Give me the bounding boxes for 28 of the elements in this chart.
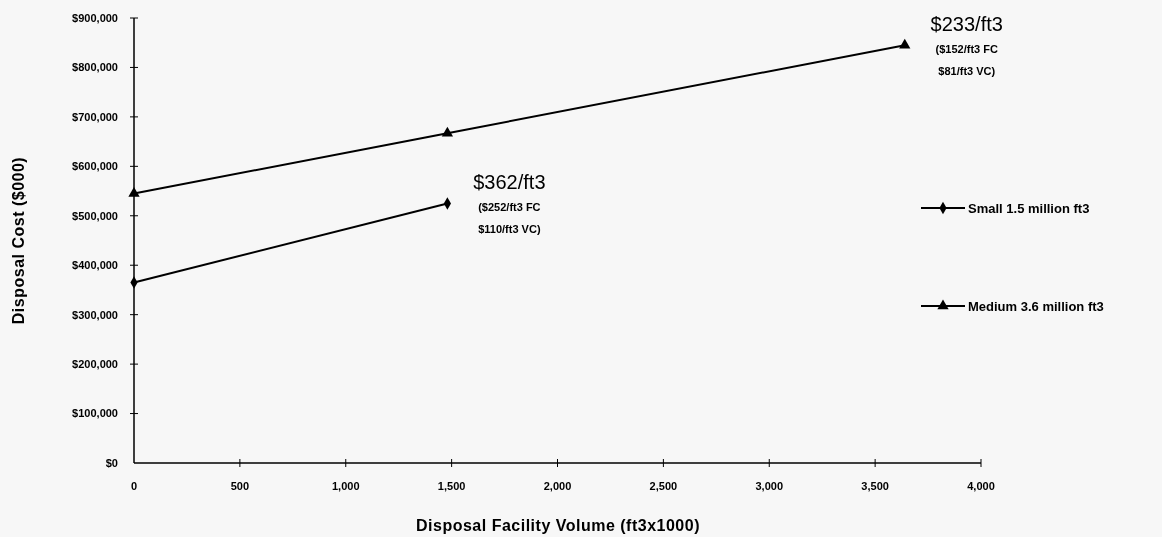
- x-tick-label: 2,000: [543, 480, 572, 492]
- x-tick-label: 3,000: [755, 480, 784, 492]
- y-tick-label: $0: [105, 456, 118, 469]
- point: [899, 38, 911, 49]
- legend-label: Small 1.5 million ft3: [968, 200, 1090, 216]
- x-tick-label: 4,000: [967, 480, 995, 492]
- y-tick-label: $800,000: [72, 61, 118, 74]
- annotation: $362/ft3 ($252/ft3 FC $110/ft3 VC): [473, 171, 546, 236]
- annotation: $233/ft3 ($152/ft3 FC $81/ft3 VC): [930, 13, 1003, 78]
- y-tick-label: $900,000: [72, 11, 118, 24]
- y-tick-label: $500,000: [72, 209, 118, 222]
- x-tick-label: 2,500: [649, 480, 678, 492]
- point: [441, 126, 454, 137]
- x-tick-label: 1,500: [437, 480, 466, 492]
- y-axis-title: Disposal Cost ($000): [10, 156, 27, 325]
- x-tick-label: 1,000: [331, 480, 360, 492]
- y-tick-label: $600,000: [72, 160, 118, 173]
- y-tick-label: $100,000: [72, 407, 118, 420]
- y-tick-label: $200,000: [72, 357, 118, 370]
- point: [128, 187, 140, 197]
- y-tick-label: $700,000: [72, 110, 118, 123]
- x-tick-label: 500: [230, 480, 250, 492]
- y-tick-label: $400,000: [72, 259, 118, 272]
- x-axis-title: Disposal Facility Volume (ft3x1000): [416, 517, 700, 534]
- y-tick-label: $300,000: [72, 308, 118, 321]
- legend-label: Medium 3.6 million ft3: [968, 298, 1104, 314]
- x-tick-label: 0: [130, 480, 138, 492]
- x-tick-label: 3,500: [861, 480, 889, 492]
